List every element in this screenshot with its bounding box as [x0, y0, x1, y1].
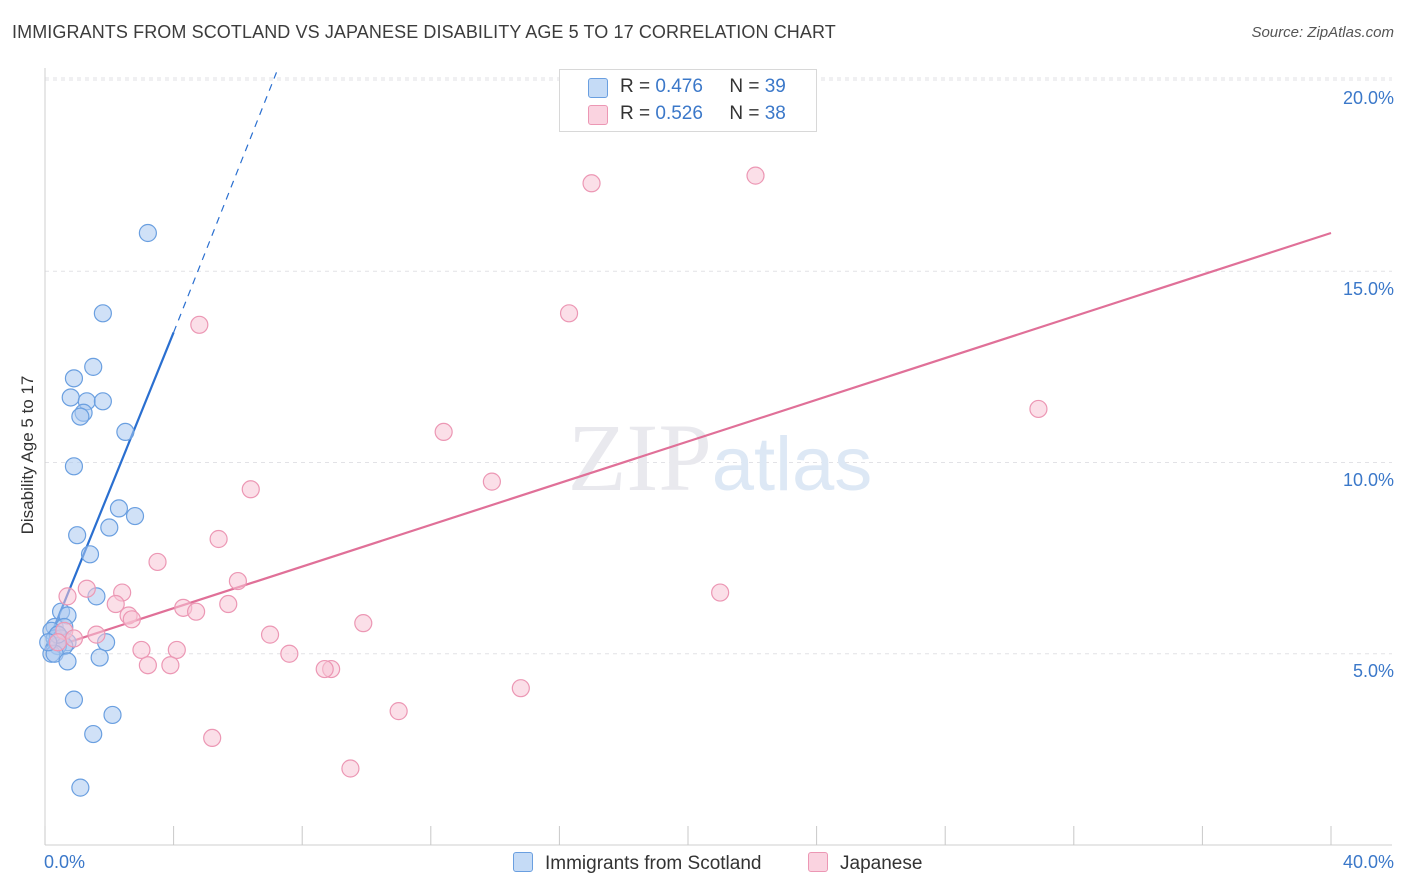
- axes: [44, 68, 1392, 846]
- japanese-point: [132, 640, 151, 660]
- japanese-legend-label: Japanese: [840, 853, 923, 874]
- scotland-swatch: [588, 78, 608, 98]
- japanese-point: [511, 679, 530, 698]
- scotland-point: [103, 705, 122, 725]
- japanese-point: [148, 552, 167, 572]
- scotland-r-value: 0.476: [655, 76, 703, 97]
- japanese-point: [209, 529, 228, 549]
- japanese-legend-swatch: [808, 852, 828, 872]
- japanese-point: [138, 656, 157, 675]
- japanese-point: [1029, 399, 1048, 419]
- japanese-point: [58, 587, 77, 606]
- scotland-point: [71, 778, 90, 797]
- japanese-r-value: 0.526: [655, 103, 703, 124]
- r-label: R =: [620, 76, 651, 97]
- japanese-point: [122, 610, 141, 629]
- watermark-atlas: atlas: [712, 422, 873, 507]
- y-tick-20: 20.0%: [1342, 88, 1394, 108]
- scotland-point: [58, 652, 77, 671]
- scotland-point: [116, 422, 135, 441]
- japanese-point: [228, 571, 247, 591]
- japanese-point: [64, 629, 84, 648]
- japanese-point: [77, 579, 96, 598]
- scotland-legend-label: Immigrants from Scotland: [545, 853, 762, 874]
- japanese-point: [746, 166, 765, 185]
- scotland-n-value: 39: [764, 76, 786, 97]
- y-axis-label: Disability Age 5 to 17: [18, 375, 37, 535]
- scotland-point: [93, 304, 112, 323]
- japanese-swatch: [588, 105, 608, 125]
- scotland-point: [125, 506, 145, 526]
- x-tick-min: 0.0%: [44, 852, 86, 872]
- source-label: Source: ZipAtlas.com: [1251, 24, 1394, 41]
- japanese-point: [203, 728, 222, 748]
- scotland-point: [64, 690, 84, 709]
- japanese-point: [559, 304, 579, 323]
- scotland-point: [64, 457, 84, 476]
- japanese-point: [241, 480, 260, 499]
- scotland-point: [100, 518, 119, 537]
- trend-lines: [43, 72, 1332, 651]
- scotland-point: [64, 369, 84, 388]
- scotland-point: [71, 407, 90, 426]
- stats-legend: R = 0.476 N = 39 R = 0.526 N = 38: [559, 69, 817, 132]
- japanese-point: [434, 422, 453, 441]
- japanese-point: [711, 583, 730, 602]
- scotland-point: [90, 648, 109, 667]
- japanese-point: [482, 472, 501, 491]
- y-tick-15: 15.0%: [1342, 279, 1394, 299]
- bottom-legend-scotland: Immigrants from Scotland: [513, 852, 761, 875]
- scotland-point: [68, 526, 87, 545]
- japanese-point: [167, 640, 186, 660]
- japanese-n-value: 38: [764, 103, 786, 124]
- japanese-trend-line: [44, 231, 1332, 651]
- japanese-point: [190, 315, 209, 334]
- chart-title: IMMIGRANTS FROM SCOTLAND VS JAPANESE DIS…: [12, 22, 836, 42]
- grid-lines: [45, 77, 1392, 655]
- japanese-point: [48, 633, 67, 652]
- scotland-point: [80, 545, 100, 564]
- n-label: N =: [729, 103, 760, 124]
- japanese-point: [187, 602, 206, 621]
- r-label: R =: [620, 103, 651, 124]
- japanese-point: [389, 702, 408, 721]
- japanese-point: [341, 759, 360, 778]
- watermark: ZIPatlas: [568, 404, 873, 511]
- japanese-point: [280, 644, 299, 663]
- scotland-legend-swatch: [513, 852, 533, 872]
- y-tick-5: 5.0%: [1352, 661, 1394, 681]
- japanese-point: [87, 625, 106, 644]
- bottom-legend-japanese: Japanese: [808, 852, 922, 875]
- x-tick-max: 40.0%: [1342, 852, 1394, 872]
- data-points: [39, 166, 1048, 797]
- scotland-point: [61, 388, 80, 407]
- japanese-point: [219, 594, 238, 614]
- scotland-point: [84, 724, 103, 744]
- japanese-point: [161, 656, 180, 675]
- scotland-point: [84, 357, 103, 376]
- scotland-point: [138, 223, 157, 243]
- y-tick-10: 10.0%: [1342, 470, 1394, 490]
- japanese-point: [315, 659, 334, 679]
- japanese-point: [106, 594, 125, 614]
- n-label: N =: [729, 76, 760, 97]
- japanese-point: [354, 614, 373, 633]
- scotland-point: [109, 499, 129, 518]
- japanese-point: [260, 625, 280, 644]
- scotland-trend-extension: [173, 72, 278, 333]
- japanese-point: [582, 174, 601, 193]
- scotland-point: [93, 392, 112, 411]
